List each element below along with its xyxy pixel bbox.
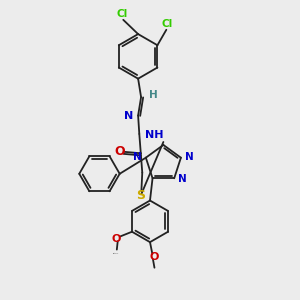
Text: N: N xyxy=(124,111,134,121)
Text: Cl: Cl xyxy=(162,20,173,29)
Text: N: N xyxy=(133,152,142,162)
Text: N: N xyxy=(185,152,194,162)
Text: NH: NH xyxy=(145,130,163,140)
Text: S: S xyxy=(136,189,146,202)
Text: H: H xyxy=(148,90,157,100)
Text: N: N xyxy=(178,174,187,184)
Text: methoxy: methoxy xyxy=(113,253,119,254)
Text: O: O xyxy=(114,145,125,158)
Text: O: O xyxy=(112,234,121,244)
Text: O: O xyxy=(149,252,159,262)
Text: Cl: Cl xyxy=(116,10,128,20)
